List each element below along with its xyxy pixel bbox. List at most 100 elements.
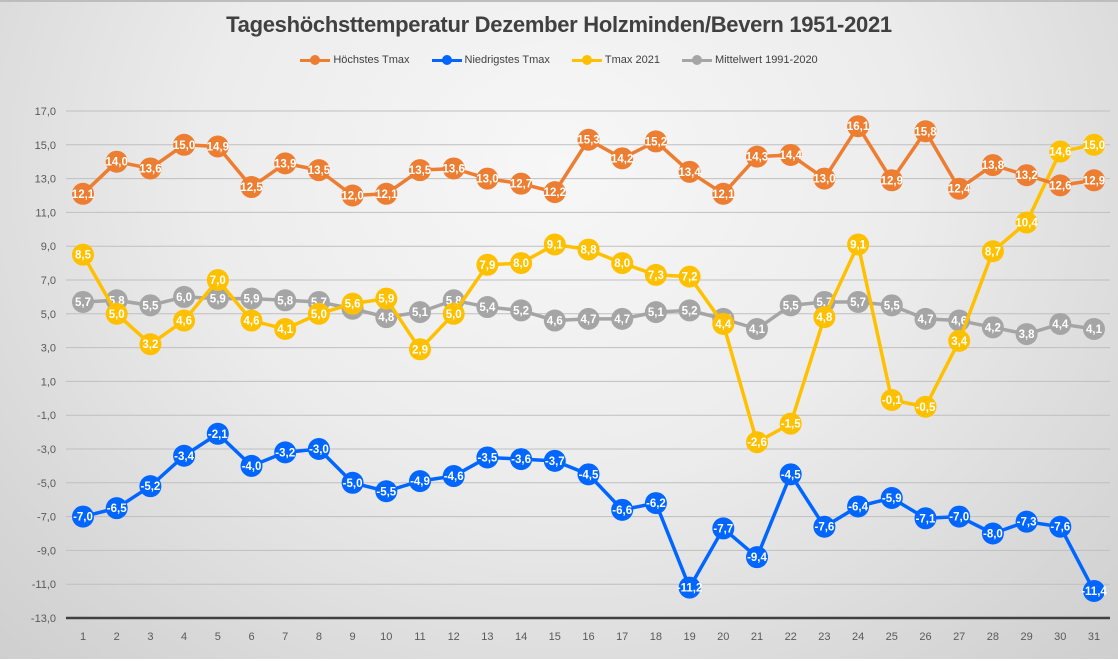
series-höchstes-tmax: 12,1 14,0 13,6 15,0 14,9 12,5 13,9 13,5 12,0 12,1… [72,115,1105,207]
data-point [409,159,431,182]
data-label: 5,0 [311,309,327,321]
data-label: 5,6 [345,299,361,311]
data-label: 12,0 [341,191,363,203]
data-point [981,154,1004,177]
x-tick-label: 1 [80,631,86,643]
data-point [577,307,600,330]
data-label: 12,6 [1049,180,1071,192]
data-label: -6,5 [107,503,127,515]
data-point [510,299,533,322]
data-point [1083,579,1105,602]
data-label: -5,0 [343,478,363,490]
data-point [274,441,297,464]
data-point [611,498,634,521]
data-point [543,233,566,256]
data-label: 13,2 [1015,170,1037,182]
data-point [611,307,634,330]
data-label: 5,2 [513,305,529,317]
data-point [375,287,398,310]
data-point [644,301,667,324]
data-point [510,448,533,471]
data-point [139,475,162,498]
data-point [206,135,229,158]
data-label: -4,0 [242,461,262,473]
legend-item: Niedrigstes Tmax [431,54,550,66]
y-tick-label: 9,0 [41,241,56,253]
data-label: 7,0 [210,275,226,287]
data-point [173,285,196,308]
data-point [72,182,94,205]
x-tick-label: 30 [1054,631,1066,643]
x-tick-label: 5 [215,631,221,643]
data-label: 4,6 [547,316,563,328]
data-point [442,302,465,325]
data-point [1083,318,1105,341]
data-label: 5,2 [682,305,698,317]
y-tick-label: -5,0 [37,478,56,490]
x-tick-label: 6 [248,631,254,643]
data-label: 13,6 [443,163,465,175]
data-point [1083,133,1105,156]
data-point [746,145,768,168]
data-point [880,388,903,411]
data-label: -7,3 [1017,517,1037,529]
x-tick-label: 25 [886,631,898,643]
data-label: 3,8 [1019,329,1036,341]
data-point [914,395,937,418]
data-label: 15,0 [173,140,195,152]
data-point [948,329,971,352]
data-label: 13,4 [678,167,701,179]
y-tick-label: 3,0 [41,343,56,355]
legend-item: Tmax 2021 [571,54,660,66]
data-point [510,172,533,195]
data-point [72,290,94,313]
data-label: 4,1 [277,324,294,336]
data-label: 9,1 [850,240,867,252]
legend-item: Höchstes Tmax [300,54,410,66]
data-point [847,495,870,518]
data-label: 14,2 [611,153,633,165]
data-point [1049,515,1072,538]
data-label: 12,1 [375,189,398,201]
data-point [409,301,431,324]
data-point [240,176,263,199]
data-point [1015,164,1038,187]
data-label: 5,9 [378,294,394,306]
x-tick-label: 4 [181,631,187,643]
data-label: 12,5 [240,182,263,194]
data-label: 15,0 [1083,140,1105,152]
legend-item: Mittelwert 1991-2020 [681,54,818,66]
data-label: -7,0 [949,512,969,524]
data-label: 8,0 [614,258,630,270]
data-point [409,470,431,493]
data-label: 14,9 [207,141,229,153]
data-point [1049,174,1072,197]
x-tick-label: 3 [147,631,153,643]
data-point [577,128,600,151]
data-label: 8,5 [75,250,92,262]
y-tick-label: 5,0 [41,309,56,321]
data-point [1015,211,1038,234]
data-point [678,160,701,183]
x-tick-label: 2 [114,631,120,643]
x-tick-label: 8 [316,631,322,643]
data-point [981,522,1004,545]
data-point [375,182,398,205]
data-label: 5,7 [75,297,91,309]
y-tick-label: -1,0 [37,410,56,422]
data-point [173,133,196,156]
x-tick-label: 28 [987,631,999,643]
data-label: 5,5 [783,300,800,312]
legend-label: Mittelwert 1991-2020 [714,54,818,66]
data-label: 5,5 [142,300,159,312]
chart-legend: Höchstes Tmax Niedrigstes Tmax Tmax 2021 Mi… [0,54,1118,66]
x-tick-label: 31 [1088,631,1100,643]
data-point [1049,140,1072,163]
data-point [173,444,196,467]
series-niedrigstes-tmax: -7,0 -6,5 -5,2 -3,4 -2,1 -4,0 -3,2 -3,0 -5,0 -5,5… [72,422,1107,602]
x-tick-label: 20 [717,631,729,643]
x-tick-label: 18 [650,631,662,643]
data-point [341,292,364,315]
data-point [240,309,263,332]
data-point [611,252,634,275]
